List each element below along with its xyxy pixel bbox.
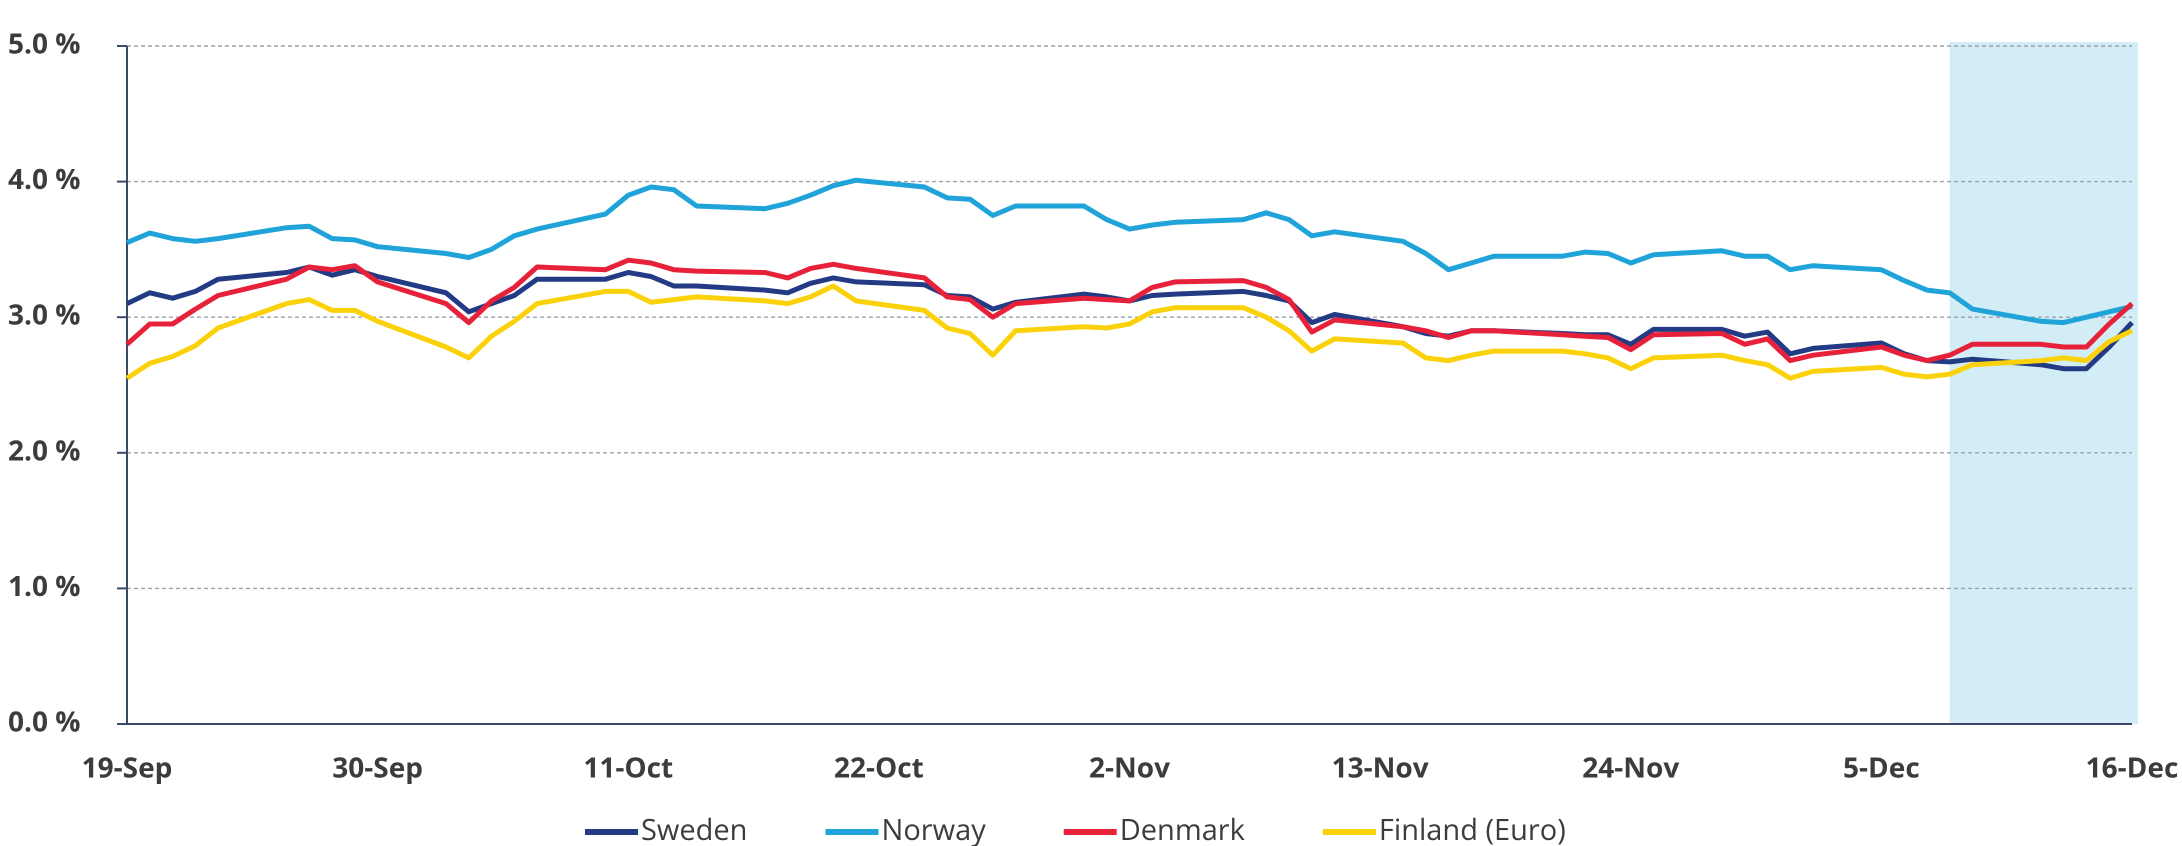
x-tick-label: 16-Dec	[2086, 748, 2179, 786]
series-line	[125, 283, 2134, 381]
y-tick-label: 1.0 %	[8, 567, 81, 605]
legend-label: Sweden	[641, 810, 747, 846]
legend-label: Denmark	[1120, 810, 1246, 846]
x-tick-label: 5-Dec	[1843, 748, 1920, 786]
x-tick-label: 19-Sep	[82, 748, 173, 786]
x-tick-label: 22-Oct	[834, 748, 924, 786]
y-tick-label: 4.0 %	[8, 160, 81, 198]
y-tick-label: 5.0 %	[8, 24, 81, 62]
y-tick-label: 2.0 %	[8, 431, 81, 469]
highlight-band	[1949, 42, 2138, 724]
legend-label: Finland (Euro)	[1379, 810, 1566, 846]
y-tick-label: 0.0 %	[8, 702, 81, 740]
legend-label: Norway	[881, 810, 986, 846]
x-tick-label: 2-Nov	[1089, 748, 1170, 786]
x-tick-label: 24-Nov	[1582, 748, 1679, 786]
series-line	[125, 257, 2134, 364]
x-tick-label: 11-Oct	[583, 748, 673, 786]
x-tick-label: 13-Nov	[1332, 748, 1429, 786]
y-tick-label: 3.0 %	[8, 296, 81, 334]
x-tick-label: 30-Sep	[332, 748, 423, 786]
series-line	[126, 177, 2133, 326]
